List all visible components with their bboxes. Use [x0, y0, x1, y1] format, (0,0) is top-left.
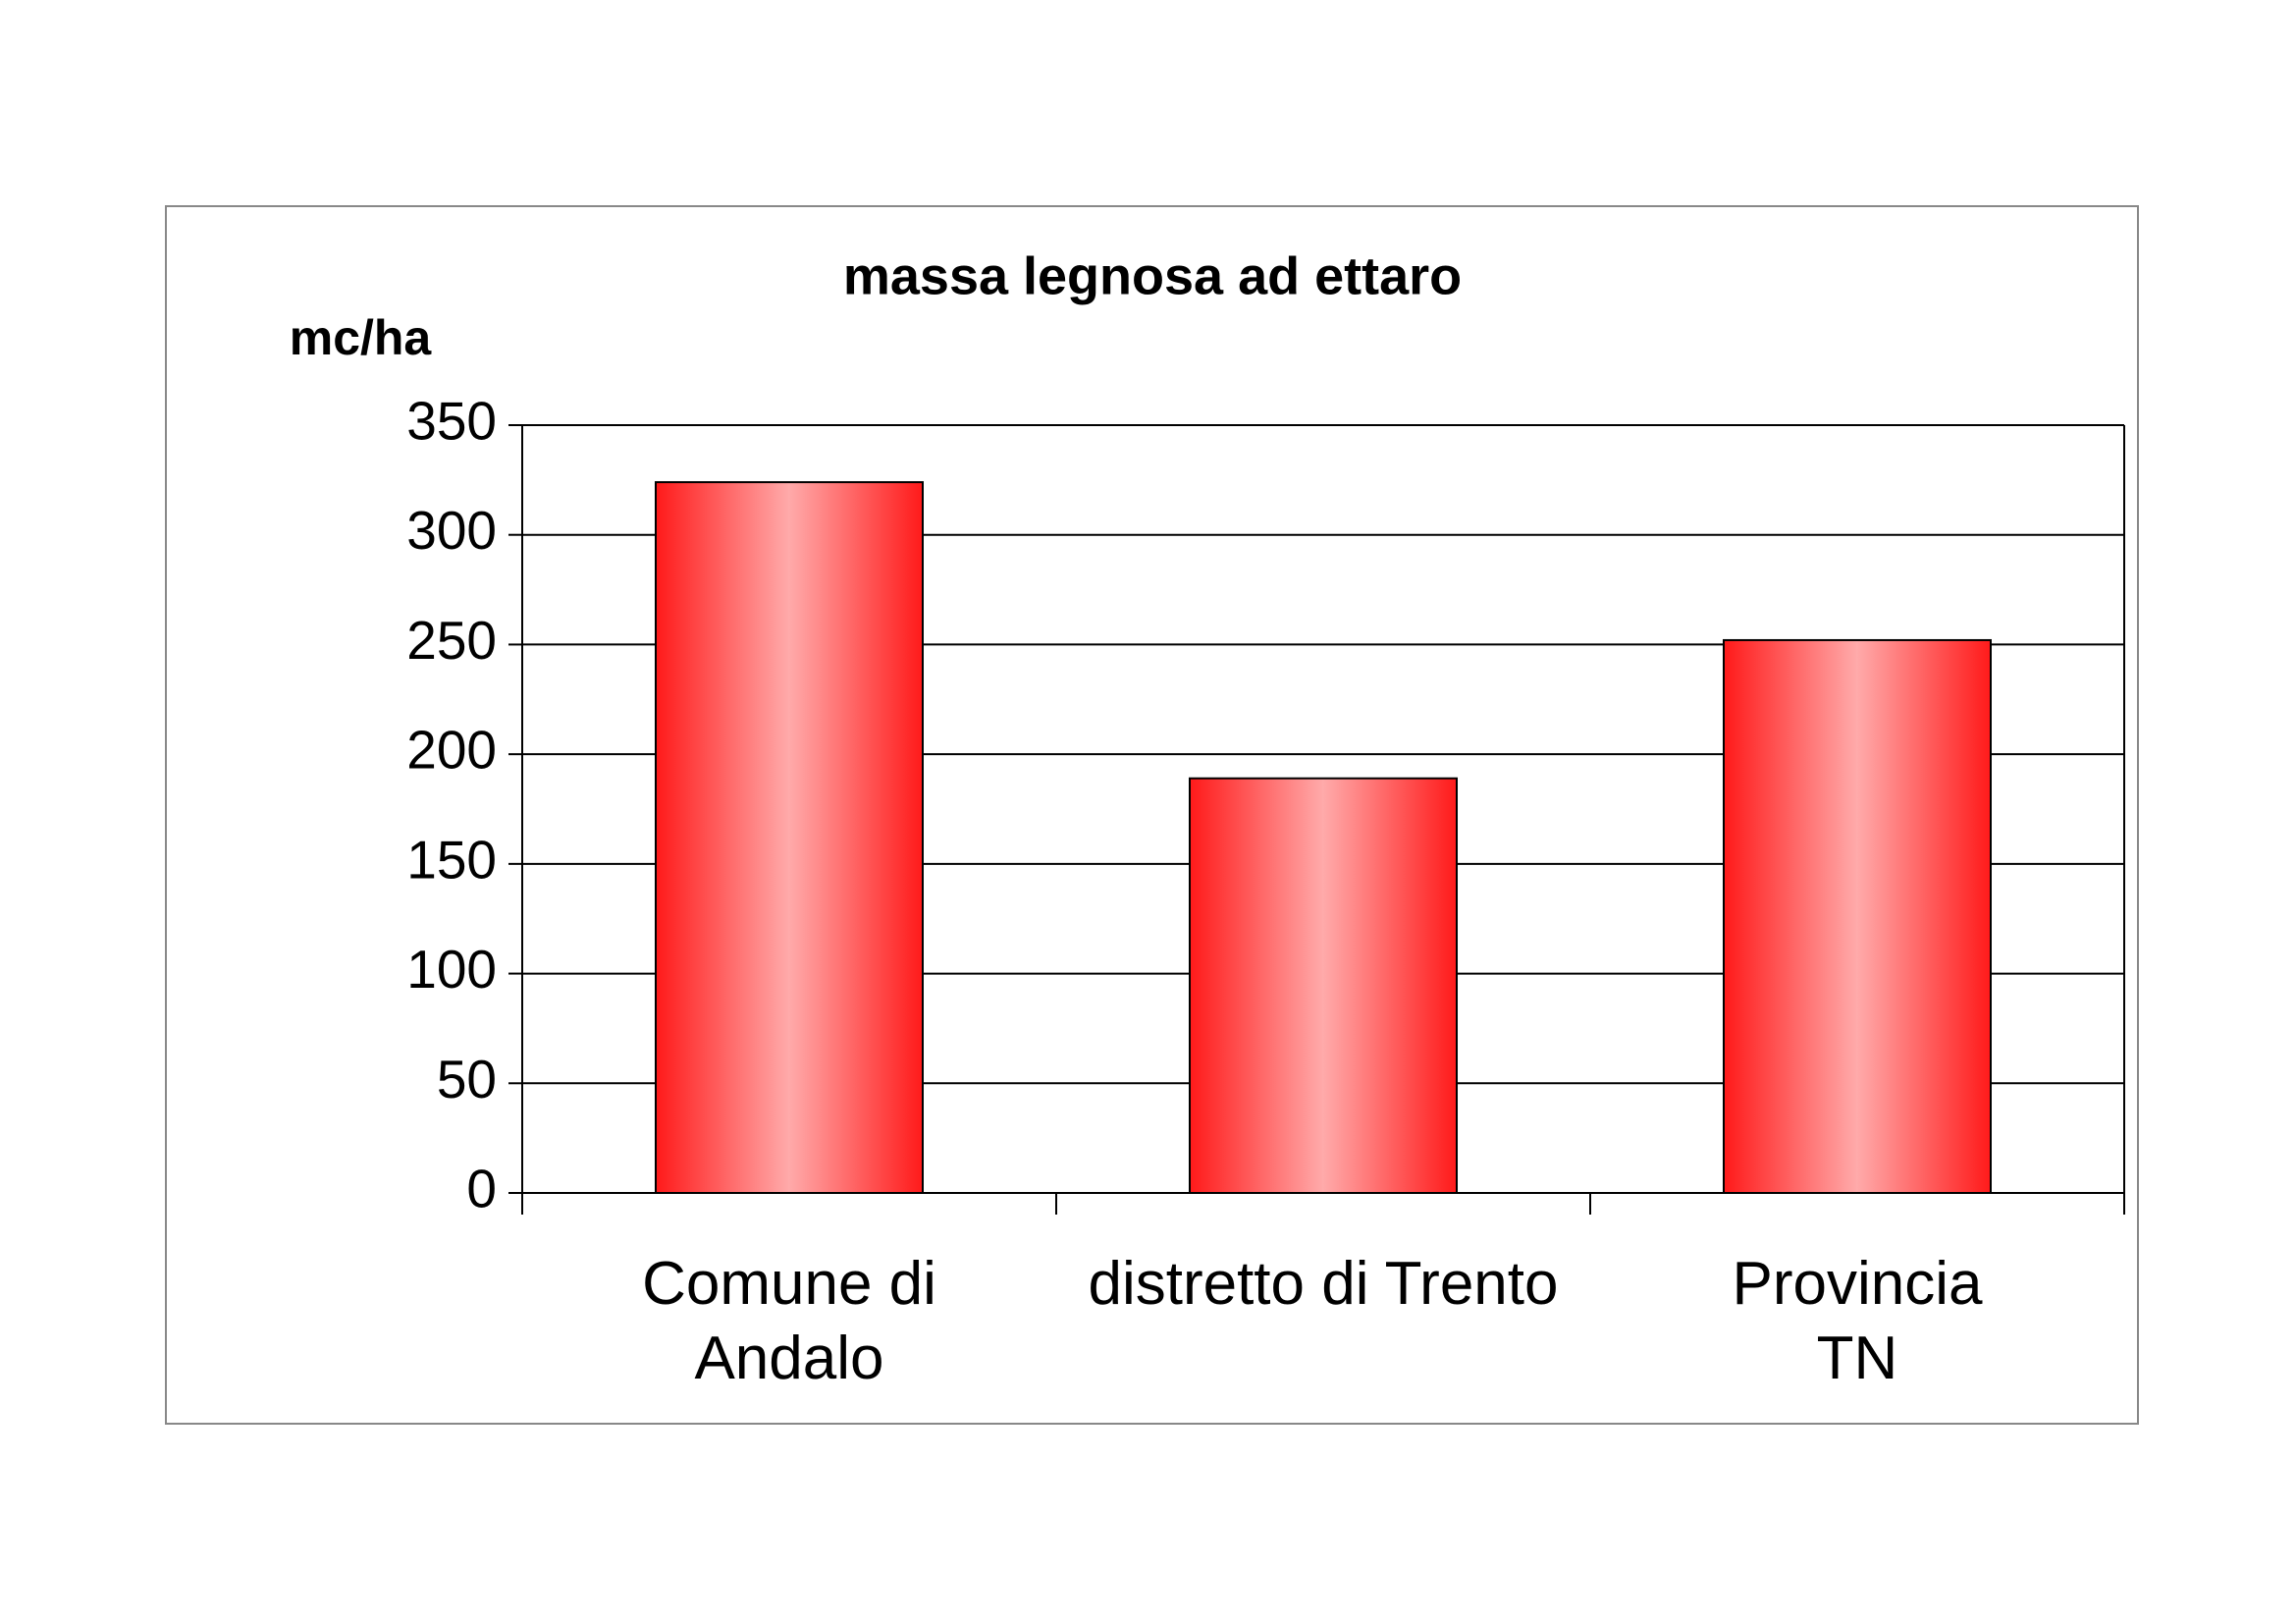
y-axis-title: mc/ha — [290, 310, 433, 365]
bar — [1723, 638, 1992, 1194]
y-tick-label: 250 — [406, 610, 497, 671]
chart-title: massa legnosa ad ettaro — [843, 246, 1462, 305]
y-tick-label: 200 — [406, 720, 497, 781]
y-tick-label: 350 — [406, 391, 497, 452]
x-tick-label: distretto di Trento — [1088, 1250, 1559, 1318]
y-tick-label: 300 — [406, 500, 497, 561]
x-tick-label: Provincia TN — [1732, 1250, 1983, 1392]
y-tick-label: 0 — [466, 1159, 497, 1219]
x-tick-label: Comune di Andalo — [642, 1250, 936, 1392]
bar — [655, 481, 924, 1194]
bar — [1189, 777, 1458, 1194]
y-tick-label: 50 — [437, 1049, 497, 1110]
y-tick-label: 100 — [406, 939, 497, 1000]
y-tick-label: 150 — [406, 829, 497, 890]
